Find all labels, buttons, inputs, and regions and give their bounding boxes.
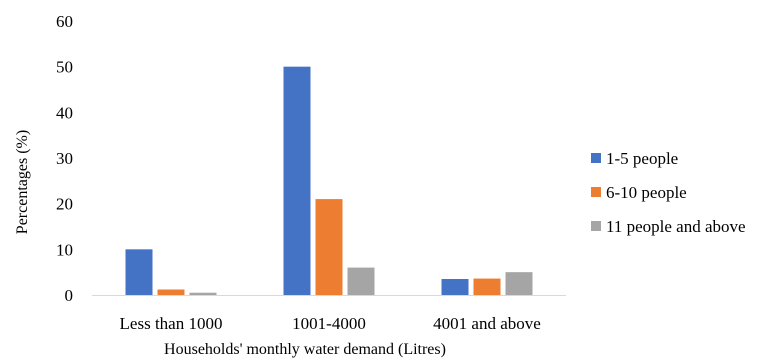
bars [125, 66, 533, 296]
legend-label: 1-5 people [606, 149, 678, 168]
legend-swatch [591, 153, 601, 163]
y-tick-label: 30 [56, 149, 73, 168]
legend-swatch [591, 221, 601, 231]
y-tick-label: 0 [65, 286, 74, 305]
bar-11-people-and-above-0 [189, 292, 217, 295]
legend: 1-5 people 6-10 people 11 people and above [591, 149, 746, 236]
x-category-label: 4001 and above [433, 314, 541, 333]
x-category-label: Less than 1000 [120, 314, 223, 333]
bar-1-5-people-1 [283, 66, 311, 296]
bar-6-10-people-0 [157, 289, 185, 295]
y-tick-label: 50 [56, 58, 73, 77]
bar-11-people-and-above-2 [505, 272, 533, 295]
bar-11-people-and-above-1 [347, 267, 375, 295]
legend-swatch [591, 187, 601, 197]
y-tick-label: 60 [56, 12, 73, 31]
y-axis-title: Percentages (%) [14, 130, 31, 234]
legend-label: 11 people and above [606, 217, 746, 236]
legend-label: 6-10 people [606, 183, 687, 202]
y-tick-label: 20 [56, 195, 73, 214]
bar-6-10-people-1 [315, 199, 343, 295]
y-tick-label: 40 [56, 103, 73, 122]
x-axis-category-labels: Less than 1000 1001-4000 4001 and above [120, 314, 541, 333]
bar-1-5-people-2 [441, 279, 469, 295]
bar-1-5-people-0 [125, 249, 153, 295]
bar-6-10-people-2 [473, 278, 501, 295]
x-category-label: 1001-4000 [292, 314, 366, 333]
y-tick-label: 10 [56, 240, 73, 259]
x-axis-title: Households' monthly water demand (Litres… [164, 341, 446, 358]
y-axis-ticks: 0 10 20 30 40 50 60 [56, 12, 73, 305]
